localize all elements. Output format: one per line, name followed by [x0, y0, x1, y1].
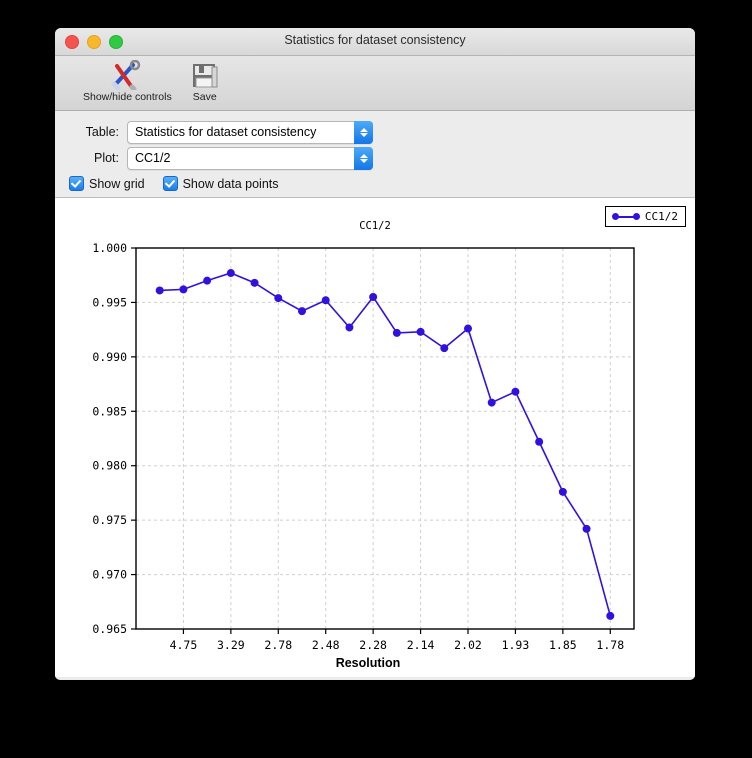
close-button[interactable]: [65, 35, 79, 49]
data-point: [440, 344, 449, 353]
data-point: [582, 524, 591, 533]
legend-line-icon: [611, 212, 640, 220]
tools-icon: [109, 60, 145, 90]
show-data-points-label: Show data points: [182, 176, 279, 191]
minimize-button[interactable]: [87, 35, 101, 49]
controls-panel: Table: Statistics for dataset consistenc…: [55, 111, 695, 198]
y-axis-tick-label: 0.995: [92, 295, 127, 309]
window-controls[interactable]: [65, 35, 123, 49]
toolbar: Show/hide controls Save: [55, 56, 695, 111]
data-point: [203, 276, 212, 285]
chart-legend: CC1/2: [604, 206, 686, 227]
y-axis-tick-label: 0.980: [92, 459, 127, 473]
data-point: [535, 437, 544, 446]
data-point: [321, 296, 330, 305]
data-point: [606, 611, 615, 620]
show-data-points-checkbox[interactable]: Show data points: [162, 176, 279, 191]
window-title: Statistics for dataset consistency: [284, 33, 466, 47]
plot-select-value: CC1/2: [135, 151, 171, 165]
data-point: [250, 278, 259, 287]
data-point: [369, 292, 378, 301]
app-window: Statistics for dataset consistency Show/…: [55, 28, 695, 680]
x-axis-tick-label: 1.78: [596, 638, 624, 652]
checkmark-icon: [162, 176, 178, 191]
x-axis-tick-label: 4.75: [170, 638, 198, 652]
data-point: [487, 398, 496, 407]
show-grid-checkbox[interactable]: Show grid: [69, 176, 145, 191]
line-chart: 1.000 0.995 0.990 0.985 0.980 0.975 0.970 0.965…: [92, 241, 635, 652]
title-bar: Statistics for dataset consistency: [55, 28, 695, 56]
checkmark-icon: [69, 176, 84, 191]
chart-title: CC1/2: [359, 220, 391, 232]
plot-row: Plot: CC1/2: [55, 145, 695, 171]
plot-stepper-icon[interactable]: [354, 146, 373, 170]
x-axis-tick-label: 2.02: [454, 638, 482, 652]
show-hide-controls-label: Show/hide controls: [83, 91, 172, 103]
save-label: Save: [192, 91, 217, 103]
y-axis-tick-label: 0.990: [92, 350, 127, 364]
data-point: [558, 487, 567, 496]
data-point: [298, 307, 306, 316]
show-hide-controls-button[interactable]: Show/hide controls: [83, 60, 172, 103]
data-point: [392, 328, 401, 337]
save-button[interactable]: Save: [190, 60, 220, 103]
x-axis-title: Resolution: [335, 656, 401, 670]
y-axis-tick-label: 0.970: [92, 568, 127, 582]
plot-canvas: CC1/2 CC1/2 1.000 0.995 0.990 0.985 0.980 0.9…: [55, 198, 695, 677]
table-row: Table: Statistics for dataset consistenc…: [55, 119, 695, 145]
x-axis-tick-label: 2.48: [312, 638, 340, 652]
x-axis-tick-label: 1.93: [502, 638, 530, 652]
plot-label: Plot:: [93, 151, 119, 165]
x-axis-tick-label: 2.28: [359, 638, 387, 652]
data-point: [345, 323, 354, 332]
table-stepper-icon[interactable]: [354, 120, 373, 144]
y-axis-tick-label: 1.000: [92, 241, 127, 255]
data-point: [226, 269, 235, 278]
plot-select[interactable]: CC1/2: [127, 146, 373, 170]
table-label: Table:: [85, 125, 119, 139]
x-axis-tick-label: 1.85: [549, 638, 577, 652]
checkbox-row: Show grid Show data points: [55, 171, 695, 191]
table-select-value: Statistics for dataset consistency: [135, 125, 317, 139]
show-grid-label: Show grid: [89, 176, 145, 191]
floppy-save-icon: [190, 60, 220, 90]
data-point: [274, 294, 283, 303]
y-axis-tick-label: 0.965: [92, 622, 127, 636]
data-point: [179, 285, 188, 294]
x-axis-tick-label: 2.14: [407, 638, 435, 652]
y-axis-tick-label: 0.975: [92, 513, 127, 527]
x-axis-tick-label: 3.29: [217, 638, 245, 652]
maximize-button[interactable]: [109, 35, 123, 49]
data-point: [464, 324, 472, 333]
x-axis-tick-label: 2.78: [264, 638, 292, 652]
legend-label: CC1/2: [644, 210, 678, 223]
table-select[interactable]: Statistics for dataset consistency: [127, 120, 373, 144]
data-point: [416, 327, 425, 336]
data-point: [155, 286, 164, 295]
data-point: [511, 387, 520, 396]
y-axis-tick-label: 0.985: [92, 404, 127, 418]
